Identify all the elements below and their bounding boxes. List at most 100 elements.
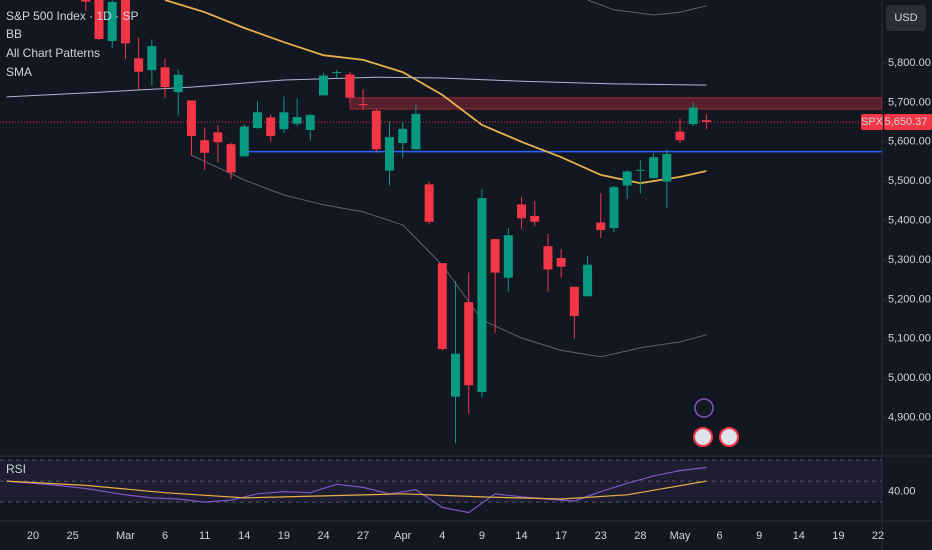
y-tick-label: 5,000.00 (888, 372, 931, 384)
candle-body (688, 107, 698, 125)
y-tick-label: 5,800.00 (888, 57, 931, 69)
candle-body (385, 137, 395, 171)
candle-body (622, 171, 632, 186)
candle-body (120, 0, 130, 44)
candle-body (583, 264, 593, 297)
x-tick-label: 9 (479, 530, 485, 542)
x-tick-label: 11 (199, 530, 210, 542)
candle-body (451, 353, 461, 397)
candle-body (266, 117, 276, 136)
candle-body (292, 117, 302, 124)
y-tick-label: 4,900.00 (888, 411, 931, 423)
x-tick-label: 23 (595, 530, 607, 542)
candle-body (424, 184, 434, 222)
x-tick-label: 6 (162, 530, 168, 542)
symbol-tag (861, 113, 883, 130)
candle-body (186, 100, 196, 136)
candle-body (345, 74, 355, 98)
candle-body (569, 286, 579, 316)
candle-body (81, 0, 91, 2)
x-tick-label: 19 (278, 530, 290, 542)
candle-body (107, 1, 117, 41)
x-tick-label: 9 (756, 530, 762, 542)
y-tick-label: 5,500.00 (888, 175, 931, 187)
candle-body (358, 104, 368, 106)
candle-body (173, 74, 183, 93)
candle-body (635, 169, 645, 171)
candle-body (596, 222, 606, 231)
candle-body (490, 239, 500, 273)
overlay-line (587, 0, 707, 16)
y-tick-label: 5,700.00 (888, 96, 931, 108)
x-tick-label: May (670, 530, 691, 542)
candle-body (464, 302, 474, 386)
x-tick-label: 14 (238, 530, 250, 542)
candle-body (200, 140, 210, 153)
candle-body (94, 0, 104, 40)
price-tag (884, 113, 932, 130)
event-icon[interactable] (694, 398, 714, 418)
candle-body (556, 258, 566, 267)
rsi-tick-label: 40.00 (888, 486, 916, 498)
rsi-line (6, 466, 707, 514)
candle-body (675, 131, 685, 141)
rsi-pane (0, 459, 882, 514)
overlay-line (6, 76, 707, 98)
candle-body (279, 112, 289, 130)
x-tick-label: Mar (116, 530, 135, 542)
candle-body (543, 246, 553, 270)
y-tick-label: 5,300.00 (888, 254, 931, 266)
candle-body (252, 112, 262, 129)
y-tick-label: 5,100.00 (888, 333, 931, 345)
candle-body (371, 110, 381, 150)
y-tick-label: 5,600.00 (888, 136, 931, 148)
legend-indicator[interactable]: All Chart Patterns (6, 46, 100, 60)
x-tick-label: 20 (27, 530, 39, 542)
x-tick-label: 19 (832, 530, 844, 542)
candle-body (318, 75, 328, 96)
candle-body (134, 58, 144, 72)
candle-body (530, 215, 540, 222)
rsi-line (6, 480, 707, 500)
x-tick-label: 28 (634, 530, 646, 542)
x-tick-label: 14 (515, 530, 527, 542)
candle-body (411, 113, 421, 150)
event-icon[interactable] (693, 427, 713, 447)
currency-label[interactable]: USD (894, 12, 917, 24)
candle-body (213, 132, 223, 143)
x-tick-label: Apr (394, 530, 411, 542)
candle-body (398, 128, 408, 143)
candle-body (147, 46, 157, 71)
rsi-label[interactable]: RSI (6, 462, 26, 476)
currency-button[interactable] (886, 5, 926, 31)
foreground: S&P 500 Index · 1D · SP BB All Chart Pat… (6, 5, 932, 542)
x-tick-label: 22 (872, 530, 884, 542)
x-tick-label: 17 (555, 530, 567, 542)
x-tick-label: 6 (717, 530, 723, 542)
candle-body (160, 67, 170, 88)
candle-body (305, 115, 315, 130)
symbol-tag-label: SPX (861, 116, 884, 128)
main-pane (0, 0, 882, 444)
candle-body (239, 126, 249, 157)
legend-indicator[interactable]: SMA (6, 65, 32, 79)
price-tag-label: 5,650.37 (885, 116, 928, 128)
legend-indicator[interactable]: BB (6, 27, 22, 41)
candle-body (503, 235, 513, 278)
candle-body (662, 154, 672, 182)
x-tick-label: 24 (317, 530, 329, 542)
x-tick-label: 14 (793, 530, 805, 542)
x-tick-label: 27 (357, 530, 369, 542)
candle-body (437, 263, 447, 350)
x-tick-label: 4 (439, 530, 445, 542)
candle-body (332, 72, 342, 74)
y-tick-label: 5,200.00 (888, 293, 931, 305)
event-icon[interactable] (719, 427, 739, 447)
x-tick-label: 25 (66, 530, 78, 542)
legend-title: S&P 500 Index · 1D · SP (6, 9, 139, 23)
candle-body (701, 120, 711, 122)
y-tick-label: 5,400.00 (888, 215, 931, 227)
